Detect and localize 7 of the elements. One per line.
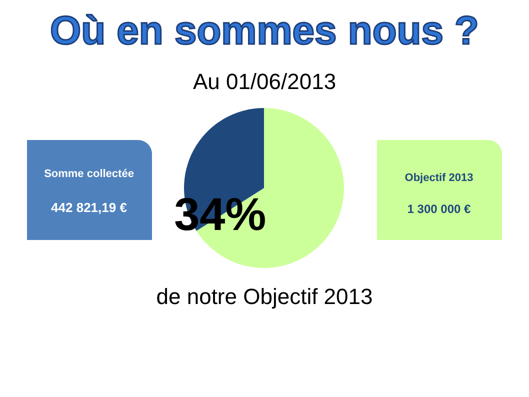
- text: 442 821,19 €: [51, 200, 127, 215]
- chart-subtitle: Au 01/06/2013: [192, 69, 336, 94]
- text: de notre Objectif 2013: [156, 284, 373, 309]
- text: 1 300 000 €: [407, 202, 472, 216]
- chart-title: Où en sommes nous ?: [50, 9, 479, 53]
- text: Somme collectée: [44, 168, 134, 180]
- text: Objectif 2013: [404, 172, 474, 184]
